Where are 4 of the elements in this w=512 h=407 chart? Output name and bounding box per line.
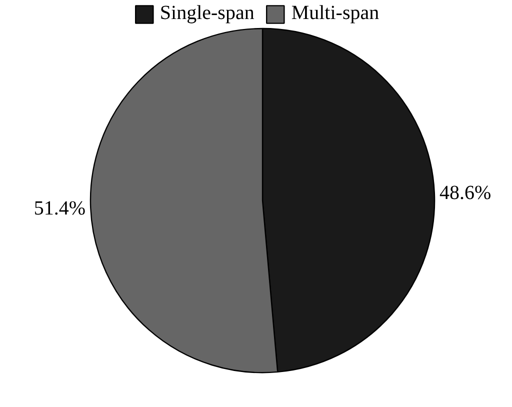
legend-label: Multi-span [291, 2, 380, 25]
data-label: 51.4% [34, 197, 86, 220]
legend-label: Single-span [160, 2, 254, 25]
data-label: 48.6% [440, 182, 492, 204]
